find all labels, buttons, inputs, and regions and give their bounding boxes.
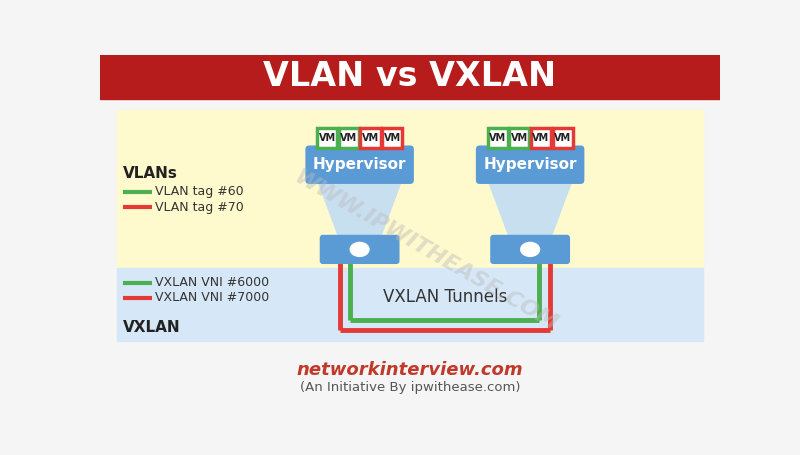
Polygon shape [487, 180, 573, 238]
Bar [531, 128, 551, 148]
Bar [317, 128, 337, 148]
Text: VXLAN Tunnels: VXLAN Tunnels [382, 288, 507, 306]
Bar [117, 268, 703, 341]
Text: VLAN tag #60: VLAN tag #60 [155, 185, 244, 198]
Text: VLAN tag #70: VLAN tag #70 [155, 201, 244, 213]
Text: WWW.IPWITHEASE.COM: WWW.IPWITHEASE.COM [290, 167, 561, 335]
Ellipse shape [350, 242, 370, 257]
FancyBboxPatch shape [306, 146, 414, 184]
Bar [382, 128, 402, 148]
Text: Hypervisor: Hypervisor [313, 157, 406, 172]
Bar [553, 128, 573, 148]
Bar [509, 128, 530, 148]
FancyBboxPatch shape [320, 235, 399, 264]
FancyBboxPatch shape [476, 146, 584, 184]
Text: VM: VM [510, 133, 528, 143]
Text: VM: VM [362, 133, 379, 143]
Bar [100, 55, 720, 99]
Polygon shape [317, 180, 402, 238]
Text: VM: VM [533, 133, 550, 143]
Text: VXLAN VNI #6000: VXLAN VNI #6000 [155, 276, 269, 289]
Text: (An Initiative By ipwithease.com): (An Initiative By ipwithease.com) [300, 381, 520, 394]
Bar [361, 128, 381, 148]
Bar [117, 110, 703, 268]
Text: VM: VM [384, 133, 401, 143]
Bar [487, 128, 508, 148]
Text: VLANs: VLANs [123, 167, 178, 182]
Text: VM: VM [340, 133, 358, 143]
Text: networkinterview.com: networkinterview.com [297, 361, 523, 379]
Text: VXLAN VNI #7000: VXLAN VNI #7000 [155, 291, 270, 304]
FancyBboxPatch shape [490, 235, 570, 264]
Ellipse shape [520, 242, 540, 257]
Text: VLAN vs VXLAN: VLAN vs VXLAN [263, 61, 557, 93]
Text: VM: VM [318, 133, 336, 143]
Text: Hypervisor: Hypervisor [483, 157, 577, 172]
Text: VM: VM [489, 133, 506, 143]
Text: VXLAN: VXLAN [123, 320, 181, 335]
Bar [338, 128, 359, 148]
Text: VM: VM [554, 133, 571, 143]
